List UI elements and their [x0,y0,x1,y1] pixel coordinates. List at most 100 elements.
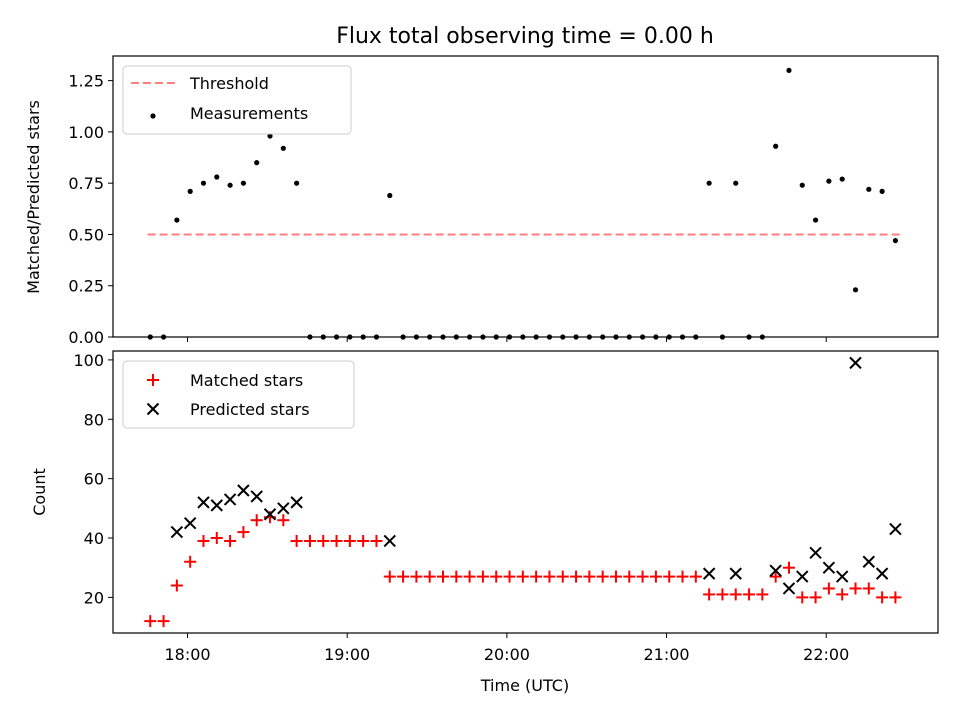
legend-predicted-swatch [146,402,160,416]
predicted-star-point [197,496,210,509]
measurement-point [174,217,180,223]
matched-star-point [197,534,210,547]
y-tick-label: 60 [84,470,104,489]
measurement-point [852,287,859,293]
measurement-point [267,133,273,139]
matched-star-point [822,582,835,595]
matched-star-point [809,591,822,604]
matched-star-point [290,534,303,547]
matched-star-point [224,534,237,547]
matched-star-point [716,588,729,601]
measurement-point [773,143,779,149]
matched-star-point [596,570,609,583]
matched-star-point [516,570,529,583]
predicted-star-point [835,570,849,583]
matched-star-point [250,514,263,527]
y-tick-label: 1.00 [68,123,104,142]
measurement-point [240,180,247,186]
measurement-point [254,160,260,166]
measurement-point [839,176,845,182]
measurement-point [879,188,885,194]
predicted-star-point [237,484,250,497]
measurement-point [706,180,712,186]
matched-star-point [849,582,862,595]
bottom-axes-frame [112,350,939,634]
predicted-star-point [875,567,889,580]
predicted-star-point [849,356,862,370]
matched-star-point [769,570,782,583]
x-tick-label: 18:00 [164,645,210,664]
bottom-legend: Matched stars Predicted stars [122,360,355,429]
predicted-star-point [250,490,263,503]
matched-star-point [623,570,636,583]
matched-star-point [676,570,689,583]
x-tick-label: 19:00 [324,645,370,664]
top-y-axis-label: Matched/Predicted stars [24,100,43,294]
x-tick-label: 22:00 [803,645,849,664]
matched-star-point [210,532,223,545]
x-axis-label: Time (UTC) [480,676,569,695]
y-tick-label: 20 [84,588,104,607]
matched-star-point [463,570,476,583]
predicted-star-point [183,516,197,530]
top-axes-frame [112,55,939,338]
legend-measurements-label: Measurements [190,104,308,123]
predicted-star-point [263,508,277,521]
y-tick-label: 100 [73,351,104,370]
matched-star-point [636,570,649,583]
matched-star-point [144,615,157,628]
legend-threshold-label: Threshold [189,74,269,93]
measurement-point [227,182,233,188]
matched-star-point [649,570,662,583]
predicted-star-point [809,546,822,560]
bottom-legend-box [122,360,355,429]
bottom-plot-area: 20 40 60 80 100 18:00 19:00 20:00 21:00 22:00 [73,351,902,664]
predicted-star-point [769,564,782,577]
matched-star-point [782,561,795,574]
predicted-star-point [223,493,237,506]
matched-star-point [743,588,756,601]
y-tick-label: 0.00 [68,328,104,347]
predicted-star-point [383,534,396,548]
matched-star-point [862,582,875,595]
y-tick-label: 0.75 [68,174,104,193]
matched-star-point [889,591,902,604]
matched-star-point [796,591,809,604]
predicted-star-point [729,567,742,580]
measurement-point [799,182,805,188]
predicted-star-point [170,525,184,539]
measurement-point [892,237,899,244]
matched-star-point [170,579,183,592]
matched-star-point [277,514,290,527]
predicted-star-point [862,555,876,568]
y-tick-label: 0.50 [68,225,104,244]
matched-star-point [729,588,742,601]
matched-star-point [317,534,330,547]
x-tick-label: 20:00 [484,645,530,664]
matched-star-point [450,570,463,583]
measurement-point [187,188,193,194]
y-tick-label: 80 [84,410,104,429]
legend-matched-swatch [147,374,159,386]
matched-star-point [343,534,356,547]
matched-star-point [184,555,197,568]
measurement-point [214,174,220,180]
matched-star-point [423,570,436,583]
top-plot-area: 0.00 0.25 0.50 0.75 1.00 1.25 [68,67,901,347]
matched-star-point [490,570,503,583]
matched-star-point [157,615,170,628]
matched-star-point [689,570,702,583]
measurement-point [866,186,872,192]
matched-star-point [543,570,556,583]
matched-star-point [530,570,543,583]
legend-matched-label: Matched stars [190,371,303,390]
predicted-star-point [277,502,290,515]
matched-star-point [609,570,622,583]
chart-title: Flux total observing time = 0.00 h [336,24,714,49]
matched-star-point [330,534,343,547]
matched-star-point [836,588,849,601]
predicted-star-point [796,570,809,583]
matched-star-point [756,588,769,601]
matched-star-point [437,570,449,583]
